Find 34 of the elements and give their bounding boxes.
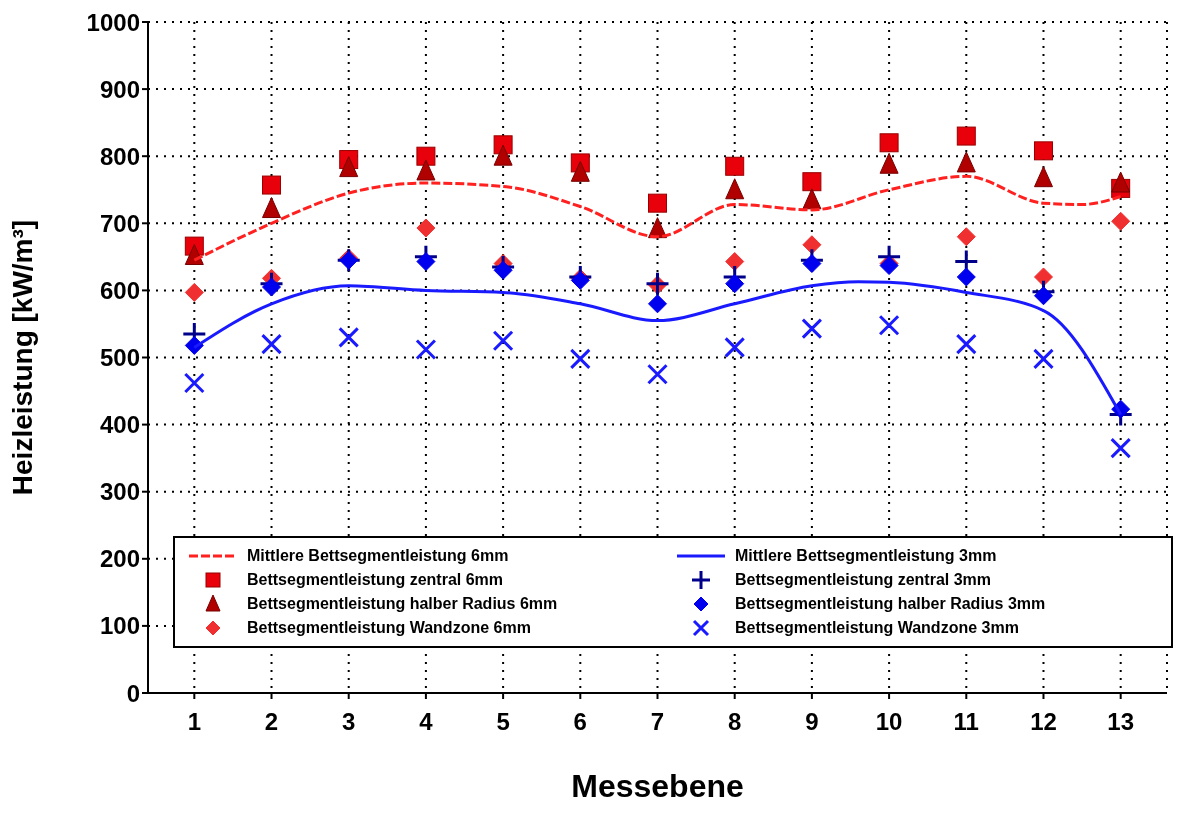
x-tick-label: 12 [1030,708,1057,736]
x-axis-title: Messebene [571,768,744,804]
x-tick-label: 2 [264,708,279,736]
y-tick-label: 400 [99,411,140,439]
y-tick-label: 200 [99,545,140,573]
legend-label: Mittlere Bettsegmentleistung 3mm [735,547,997,565]
legend-label: Bettsegmentleistung zentral 6mm [247,571,504,589]
y-tick-label: 900 [99,75,140,103]
legend-label: Mittlere Bettsegmentleistung 6mm [247,547,509,565]
y-tick-label: 500 [99,344,140,372]
x-tick-label: 8 [728,708,742,736]
y-tick-label: 0 [126,679,140,707]
x-tick-label: 5 [496,708,510,736]
y-tick-label: 100 [99,612,140,640]
x-tick-label: 9 [805,708,819,736]
x-tick-label: 6 [573,708,587,736]
legend-label: Bettsegmentleistung halber Radius 6mm [247,595,558,613]
y-axis-title: Heizleistung [kW/m³] [6,219,38,496]
legend-label: Bettsegmentleistung Wandzone 3mm [735,619,1019,637]
y-tick-label: 800 [99,142,140,170]
y-tick-label: 1000 [86,8,140,36]
y-tick-label: 300 [99,478,140,506]
y-tick-label: 600 [99,276,140,304]
x-tick-label: 7 [650,708,665,736]
legend-label: Bettsegmentleistung zentral 3mm [735,571,992,589]
x-tick-label: 10 [875,708,903,736]
legend-label: Bettsegmentleistung Wandzone 6mm [247,619,531,637]
y-tick-label: 700 [99,209,140,237]
x-tick-label: 3 [342,708,356,736]
x-tick-label: 4 [419,708,434,736]
legend-label: Bettsegmentleistung halber Radius 3mm [735,595,1046,613]
x-tick-label: 11 [953,708,979,736]
x-tick-label: 1 [187,708,201,736]
x-tick-label: 13 [1107,708,1135,736]
